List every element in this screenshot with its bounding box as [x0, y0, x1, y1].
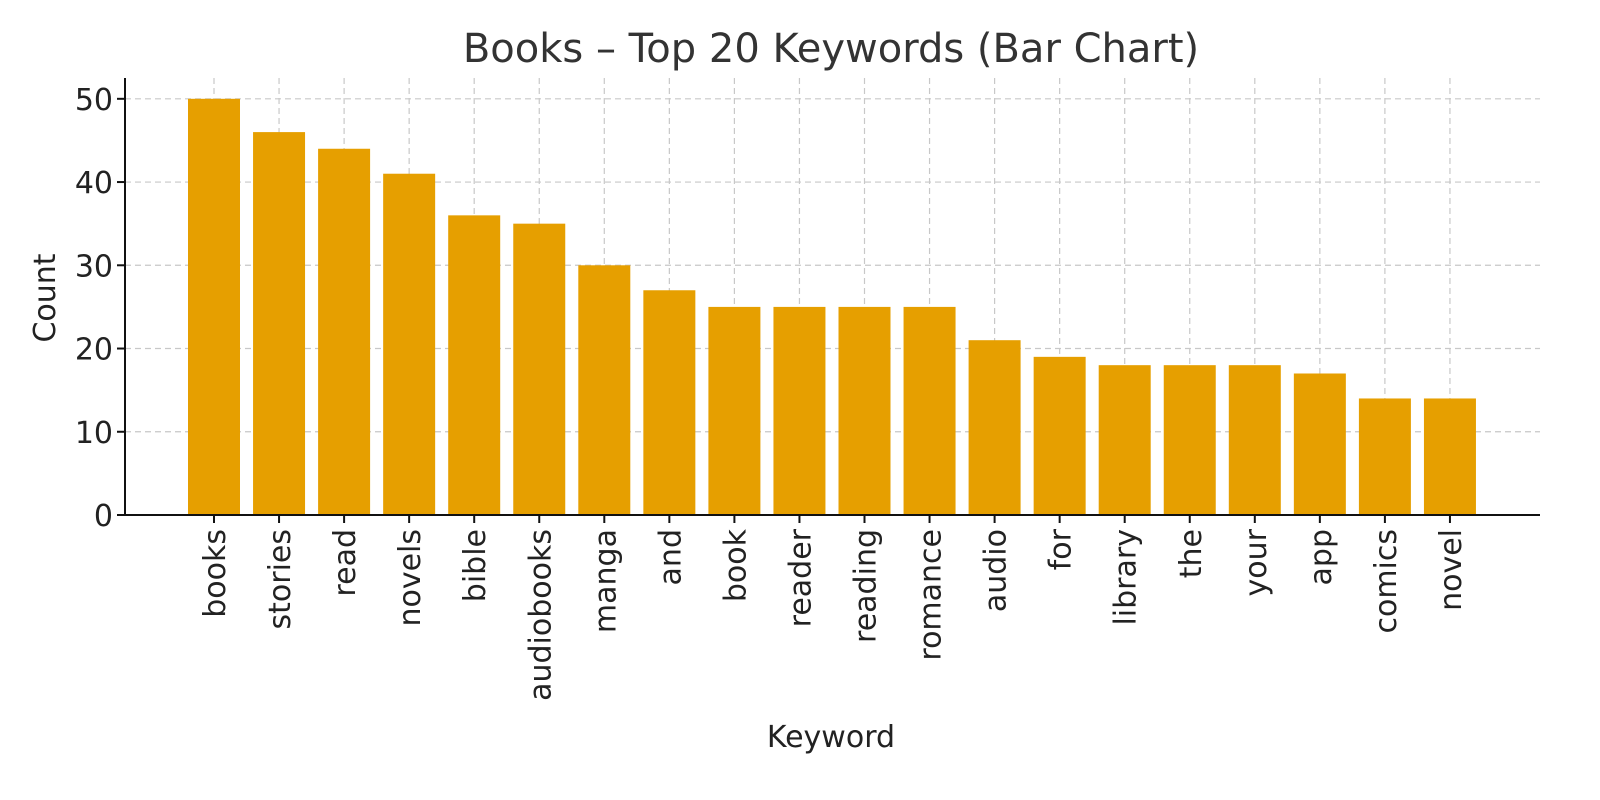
bar-bible — [448, 215, 501, 516]
chart-title: Books – Top 20 Keywords (Bar Chart) — [463, 26, 1199, 72]
x-tick-label: bible — [458, 529, 493, 602]
bar-library — [1098, 365, 1151, 515]
y-tick-label: 0 — [94, 499, 113, 534]
x-tick-label: the — [1174, 529, 1209, 578]
bar-reading — [838, 306, 891, 515]
bar-books — [188, 98, 240, 516]
x-tick-label: app — [1304, 529, 1339, 585]
x-tick-label: novel — [1434, 529, 1469, 611]
bar-the — [1163, 365, 1216, 515]
bar-app — [1293, 373, 1346, 515]
x-tick-label: reader — [783, 528, 818, 627]
x-tick-label: book — [718, 528, 753, 602]
bar-reader — [773, 306, 826, 515]
bar-comics — [1358, 398, 1411, 515]
y-tick-label: 10 — [75, 416, 113, 451]
bar-stories — [253, 132, 306, 515]
x-tick-label: comics — [1369, 529, 1404, 634]
axes-layer — [124, 78, 1540, 516]
bar-book — [708, 306, 761, 515]
x-tick-label: for — [1044, 528, 1079, 570]
y-tick-label: 20 — [75, 333, 113, 368]
x-tick-label: romance — [914, 529, 949, 661]
bar-audiobooks — [513, 223, 566, 515]
x-tick-label: audio — [979, 529, 1014, 612]
x-tick-label: books — [198, 529, 233, 618]
y-tick-label: 30 — [75, 249, 113, 284]
bar-romance — [903, 306, 956, 515]
bar-your — [1228, 365, 1281, 515]
bars-layer — [188, 98, 1476, 516]
x-tick-label: manga — [588, 529, 623, 633]
bar-for — [1033, 356, 1086, 515]
x-axis-label: Keyword — [767, 720, 895, 755]
y-axis-label: Count — [28, 253, 63, 342]
x-tick-label: audiobooks — [523, 529, 558, 701]
bar-audio — [968, 340, 1021, 515]
bar-novel — [1423, 398, 1476, 515]
x-tick-label: reading — [849, 529, 884, 643]
x-tick-label: novels — [393, 529, 428, 627]
bar-and — [643, 290, 696, 515]
bar-read — [318, 148, 371, 515]
y-tick-label: 50 — [75, 83, 113, 118]
bar-manga — [578, 265, 631, 515]
y-tick-label: 40 — [75, 166, 113, 201]
x-tick-label: library — [1109, 529, 1144, 626]
x-tick-label: and — [653, 529, 688, 585]
x-tick-label: read — [328, 529, 363, 597]
x-tick-label: your — [1239, 528, 1274, 596]
bar-novels — [383, 173, 436, 515]
x-tick-label: stories — [263, 529, 298, 630]
